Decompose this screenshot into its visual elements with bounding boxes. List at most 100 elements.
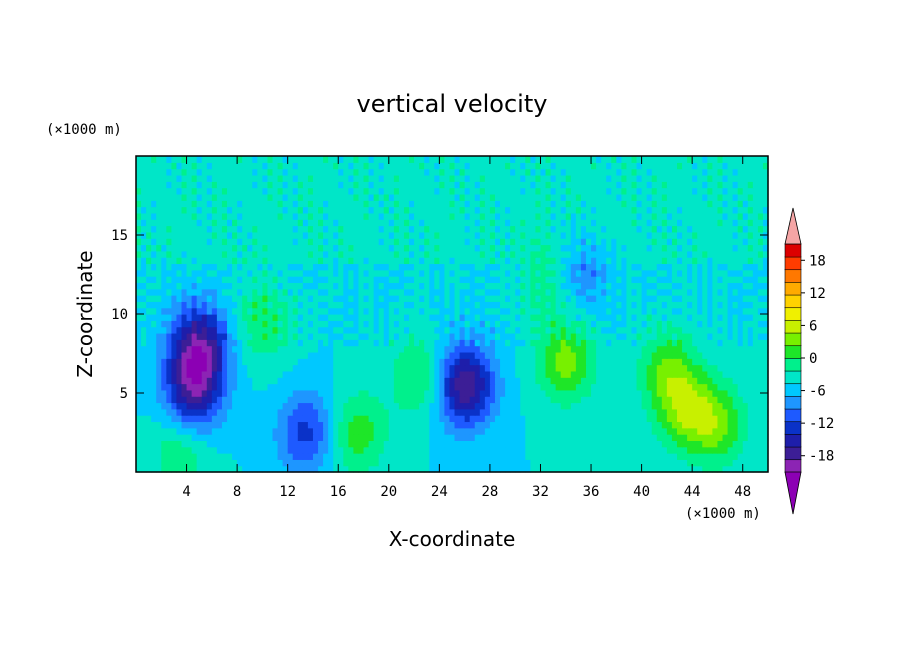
field-cell: [216, 225, 223, 233]
field-cell: [641, 231, 648, 239]
field-cell: [403, 257, 410, 265]
field-cell: [388, 339, 395, 347]
field-cell: [459, 383, 466, 391]
field-cell: [353, 408, 360, 416]
field-cell: [348, 257, 355, 265]
field-cell: [439, 231, 446, 239]
field-cell: [474, 307, 481, 315]
field-cell: [232, 370, 238, 378]
field-cell: [151, 269, 157, 277]
field-cell: [520, 219, 526, 227]
field-cell: [494, 320, 501, 328]
field-cell: [181, 415, 188, 423]
field-cell: [348, 440, 355, 448]
field-cell: [449, 238, 456, 246]
field-cell: [636, 288, 643, 296]
field-cell: [343, 263, 349, 271]
field-cell: [737, 421, 744, 429]
field-cell: [661, 339, 668, 347]
field-cell: [424, 415, 430, 423]
field-cell: [727, 282, 734, 290]
field-cell: [383, 459, 390, 467]
field-cell: [136, 446, 142, 454]
field-cell: [353, 301, 360, 309]
field-cell: [333, 389, 339, 397]
field-cell: [656, 219, 663, 227]
field-cell: [666, 282, 673, 290]
field-cell: [489, 446, 496, 454]
field-cell: [424, 307, 430, 315]
field-cell: [419, 225, 425, 233]
field-cell: [267, 326, 274, 334]
field-cell: [373, 288, 380, 296]
field-cell: [712, 250, 719, 258]
field-cell: [727, 332, 734, 340]
field-cell: [585, 219, 592, 227]
field-cell: [636, 383, 643, 391]
field-cell: [257, 358, 263, 366]
field-cell: [227, 427, 233, 435]
field-cell: [409, 326, 415, 334]
field-cell: [398, 459, 405, 467]
field-cell: [444, 351, 451, 359]
field-cell: [550, 231, 557, 239]
field-cell: [762, 339, 769, 347]
field-cell: [211, 238, 218, 246]
field-cell: [469, 269, 476, 277]
field-cell: [338, 402, 344, 410]
field-cell: [403, 351, 410, 359]
field-cell: [505, 339, 511, 347]
field-cell: [565, 244, 572, 252]
field-cell: [692, 332, 698, 340]
field-cell: [641, 326, 648, 334]
field-cell: [161, 263, 167, 271]
field-cell: [646, 415, 653, 423]
field-cell: [429, 345, 435, 353]
field-cell: [252, 225, 258, 233]
field-cell: [141, 402, 147, 410]
field-cell: [409, 276, 415, 283]
field-cell: [702, 219, 708, 227]
field-cell: [747, 250, 754, 258]
field-cell: [454, 389, 461, 397]
field-cell: [287, 326, 294, 334]
field-cell: [398, 408, 405, 416]
field-cell: [318, 219, 324, 227]
field-cell: [171, 238, 178, 246]
field-cell: [141, 257, 147, 265]
field-cell: [510, 244, 516, 252]
field-cell: [601, 219, 607, 227]
field-cell: [489, 288, 496, 296]
field-cell: [338, 351, 344, 359]
field-cell: [545, 396, 552, 404]
field-cell: [545, 358, 552, 366]
field-cell: [656, 383, 663, 391]
field-cell: [636, 427, 643, 435]
field-cell: [515, 459, 521, 467]
field-cell: [247, 307, 253, 315]
field-cell: [510, 396, 516, 404]
field-cell: [302, 377, 309, 385]
field-cell: [262, 332, 269, 340]
field-cell: [671, 263, 678, 271]
field-cell: [500, 415, 506, 423]
field-cell: [570, 351, 577, 359]
field-cell: [555, 459, 562, 467]
field-cell: [687, 326, 693, 334]
field-cell: [171, 276, 178, 283]
field-cell: [540, 440, 547, 448]
field-cell: [757, 446, 764, 454]
field-cell: [712, 225, 719, 233]
field-cell: [505, 408, 511, 416]
field-cell: [242, 257, 248, 265]
field-cell: [146, 383, 152, 391]
field-cell: [297, 459, 304, 467]
field-cell: [540, 453, 547, 460]
field-cell: [727, 351, 734, 359]
field-cell: [656, 358, 663, 366]
field-cell: [692, 238, 698, 246]
field-cell: [403, 364, 410, 372]
field-cell: [348, 453, 355, 460]
field-cell: [525, 231, 531, 239]
velocity-field: [136, 156, 769, 473]
